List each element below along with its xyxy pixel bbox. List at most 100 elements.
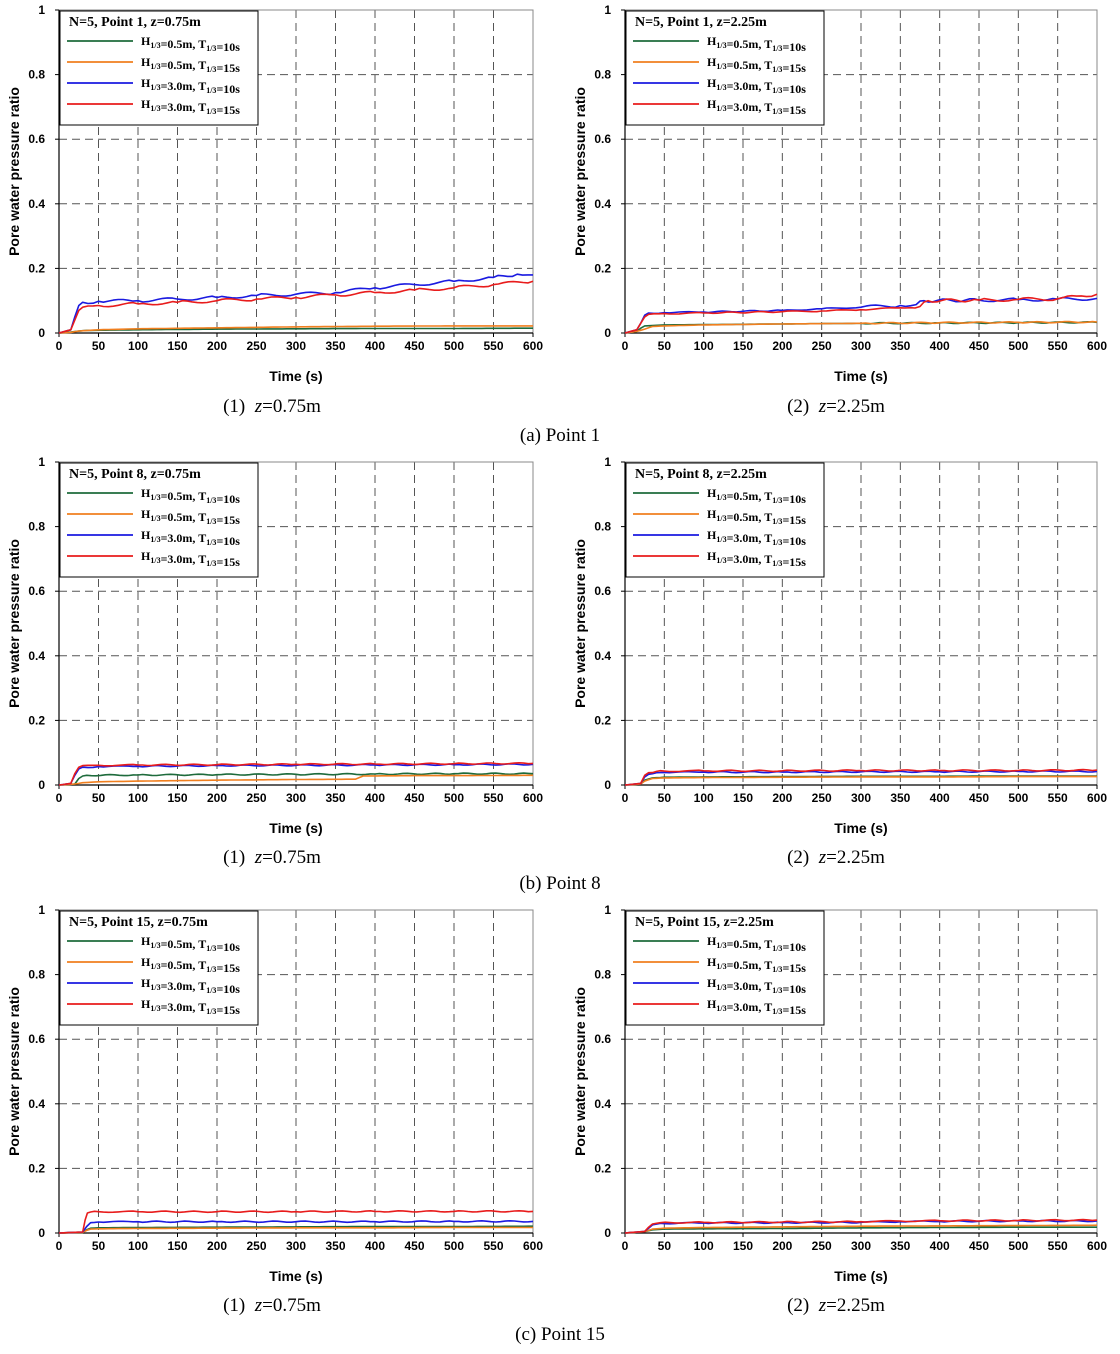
y-tick-label: 0.4 <box>28 197 45 211</box>
x-tick-label: 200 <box>772 339 792 353</box>
x-tick-label: 100 <box>694 339 714 353</box>
legend-box <box>625 10 825 126</box>
y-tick-label: 0.2 <box>594 1161 611 1175</box>
y-tick-label: 0.4 <box>594 1097 611 1111</box>
y-tick-label: 0.6 <box>594 132 611 146</box>
x-tick-label: 550 <box>483 791 503 805</box>
series-line-4 <box>624 293 1098 334</box>
series-line-2 <box>58 774 533 786</box>
subcaption-z075-row1: (1) z=0.75m <box>223 396 321 417</box>
x-tick-label: 500 <box>1008 1239 1028 1253</box>
x-tick-label: 600 <box>1087 791 1107 805</box>
series-line-4 <box>58 280 534 334</box>
y-tick-label: 0.2 <box>28 1161 45 1175</box>
y-tick-label: 0.8 <box>28 520 45 534</box>
y-tick-label: 0.4 <box>28 649 45 663</box>
x-tick-label: 300 <box>851 339 871 353</box>
series-line-2 <box>624 320 1098 334</box>
x-tick-label: 0 <box>56 339 63 353</box>
legend-title: N=5, Point 1, z=0.75m <box>69 15 201 30</box>
x-tick-label: 150 <box>733 791 753 805</box>
x-tick-label: 200 <box>772 1239 792 1253</box>
legend-entry: H1/3=3.0m, T1/3=15s <box>141 549 240 569</box>
legend-title: N=5, Point 8, z=2.25m <box>635 467 767 482</box>
chart-point8-z075: 0 50 100 150 200 250 300 350 400 450 500 550 600 0 0.2… <box>6 455 543 836</box>
y-tick-label: 0.8 <box>594 68 611 82</box>
legend-entry: H1/3=0.5m, T1/3=10s <box>707 34 806 54</box>
x-tick-label: 250 <box>812 1239 832 1253</box>
series-line-1 <box>624 1226 1097 1234</box>
series-line-3 <box>624 770 1098 786</box>
legend-title: N=5, Point 15, z=0.75m <box>69 915 208 930</box>
x-axis-title: Time (s) <box>269 1268 322 1284</box>
x-tick-label: 50 <box>92 1239 106 1253</box>
x-tick-label: 500 <box>1008 791 1028 805</box>
x-tick-label: 150 <box>167 791 187 805</box>
legend-entry: H1/3=0.5m, T1/3=15s <box>707 955 806 975</box>
legend-box <box>59 462 259 578</box>
x-tick-label: 450 <box>404 339 424 353</box>
series-line-2 <box>624 775 1097 786</box>
x-tick-label: 600 <box>1087 339 1107 353</box>
x-tick-label: 600 <box>523 791 543 805</box>
subcaption-z075-row3: (1) z=0.75m <box>223 1295 321 1316</box>
y-tick-label: 1 <box>38 455 45 469</box>
series-line-1 <box>58 772 534 786</box>
x-tick-label: 550 <box>483 339 503 353</box>
legend-entry: H1/3=0.5m, T1/3=10s <box>707 934 806 954</box>
x-tick-label: 300 <box>851 1239 871 1253</box>
x-tick-label: 250 <box>812 791 832 805</box>
x-tick-label: 150 <box>733 339 753 353</box>
series-line-2 <box>624 1224 1098 1234</box>
legend-entry: H1/3=0.5m, T1/3=15s <box>141 55 240 75</box>
series-line-3 <box>58 1219 534 1234</box>
x-tick-label: 50 <box>92 339 106 353</box>
y-axis-title: Pore water pressure ratio <box>6 539 22 708</box>
x-tick-label: 300 <box>851 791 871 805</box>
y-tick-label: 0.6 <box>594 1032 611 1046</box>
legend-entry: H1/3=0.5m, T1/3=10s <box>141 34 240 54</box>
row-caption-point8: (b) Point 8 <box>519 873 601 894</box>
x-tick-label: 100 <box>128 339 148 353</box>
x-tick-label: 250 <box>812 339 832 353</box>
y-tick-label: 0.2 <box>28 713 45 727</box>
y-tick-label: 0.2 <box>594 713 611 727</box>
series-line-1 <box>58 1225 533 1234</box>
x-tick-label: 100 <box>128 791 148 805</box>
legend-entry: H1/3=3.0m, T1/3=10s <box>707 76 806 96</box>
x-tick-label: 250 <box>246 339 266 353</box>
y-tick-label: 0 <box>38 1226 45 1240</box>
y-tick-label: 0.4 <box>594 649 611 663</box>
x-tick-label: 300 <box>286 339 306 353</box>
y-tick-label: 0.6 <box>594 584 611 598</box>
y-tick-label: 0.2 <box>28 261 45 275</box>
legend-entry: H1/3=3.0m, T1/3=10s <box>141 76 240 96</box>
x-tick-label: 300 <box>286 1239 306 1253</box>
x-tick-label: 500 <box>444 1239 464 1253</box>
legend-entry: H1/3=0.5m, T1/3=15s <box>141 955 240 975</box>
legend-entry: H1/3=3.0m, T1/3=15s <box>707 97 806 117</box>
series-line-4 <box>58 761 534 786</box>
series-line-4 <box>624 768 1098 786</box>
x-tick-label: 500 <box>444 339 464 353</box>
x-tick-label: 450 <box>404 791 424 805</box>
y-tick-label: 1 <box>604 455 611 469</box>
y-tick-label: 0.8 <box>594 520 611 534</box>
y-tick-label: 0 <box>604 326 611 340</box>
x-tick-label: 100 <box>694 1239 714 1253</box>
y-axis-title: Pore water pressure ratio <box>6 987 22 1156</box>
series-line-2 <box>58 325 533 334</box>
y-tick-label: 0.6 <box>28 132 45 146</box>
x-tick-label: 50 <box>92 791 106 805</box>
y-tick-label: 1 <box>38 903 45 917</box>
legend-title: N=5, Point 1, z=2.25m <box>635 15 767 30</box>
x-tick-label: 350 <box>325 1239 345 1253</box>
row-caption-point15: (c) Point 15 <box>515 1324 605 1345</box>
x-tick-label: 250 <box>246 791 266 805</box>
x-tick-label: 500 <box>444 791 464 805</box>
y-axis-title: Pore water pressure ratio <box>572 987 588 1156</box>
x-tick-label: 600 <box>523 339 543 353</box>
x-tick-label: 150 <box>733 1239 753 1253</box>
x-tick-label: 550 <box>1048 791 1068 805</box>
